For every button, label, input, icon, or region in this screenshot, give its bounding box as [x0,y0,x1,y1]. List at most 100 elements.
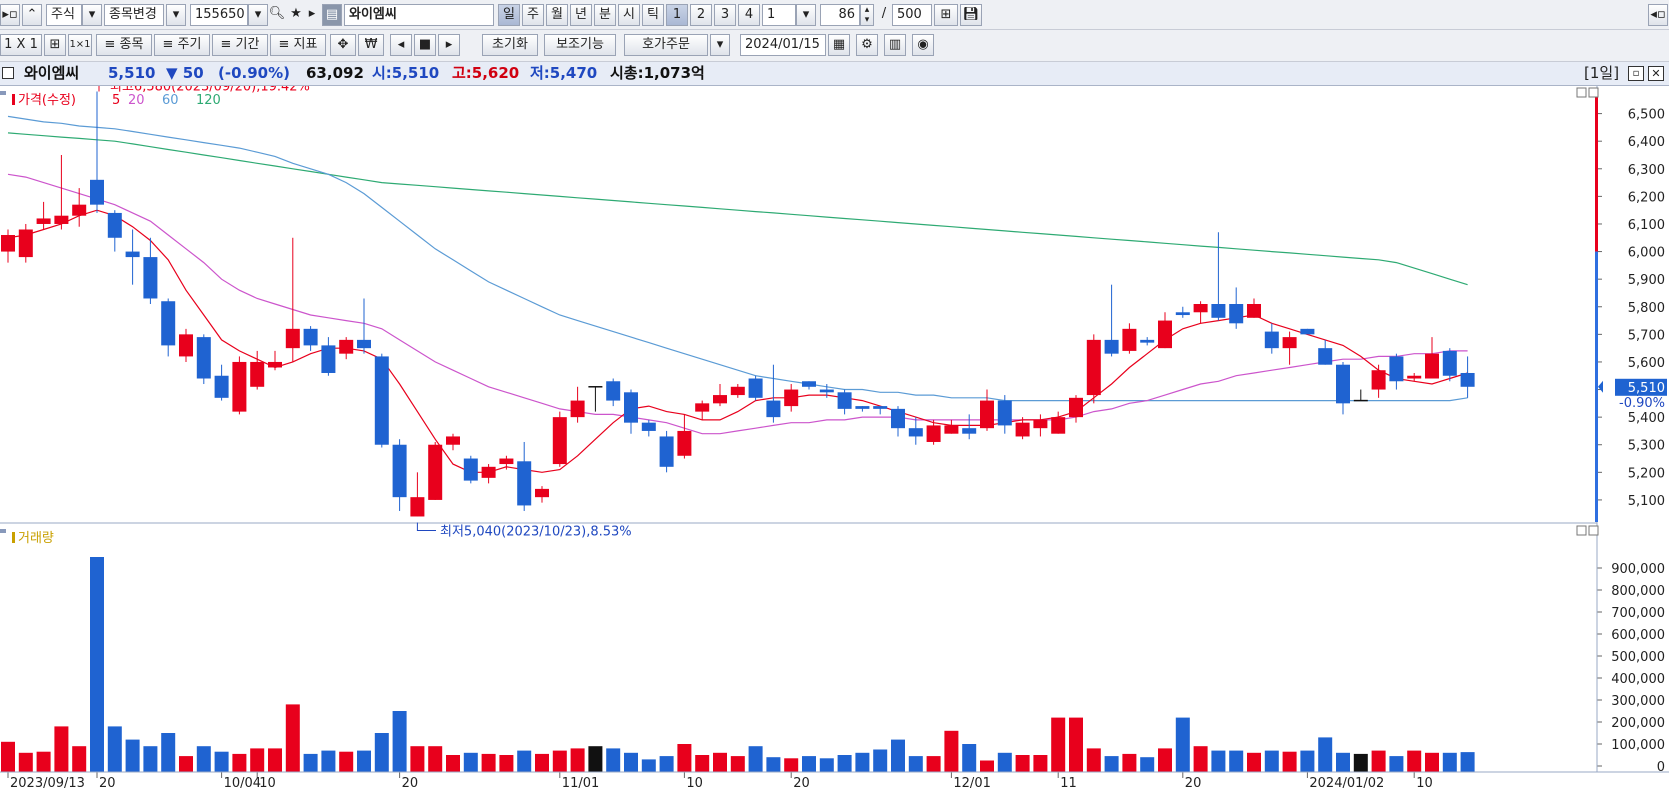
candle[interactable] [250,350,265,390]
grid-icon[interactable]: ⊞ [44,34,66,56]
preset-1-button[interactable]: 1 [666,4,688,26]
candle[interactable] [1211,232,1226,321]
move-icon[interactable]: ✥ [330,34,356,56]
candle[interactable] [428,441,443,500]
volume-bar[interactable] [357,750,371,772]
candle[interactable] [819,384,834,398]
candle[interactable] [1371,364,1386,398]
volume-bar[interactable] [606,748,621,772]
candle[interactable] [285,237,300,362]
volume-bar[interactable] [1300,750,1315,772]
volume-bar[interactable] [179,756,193,772]
volume-bar[interactable] [1407,750,1422,772]
candle[interactable] [374,353,389,448]
candle[interactable] [1122,323,1137,354]
volume-bar[interactable] [873,749,888,773]
candle[interactable] [1229,287,1244,329]
volume-bar[interactable] [1247,752,1261,772]
volume-bar[interactable] [339,751,354,772]
zoom-icon[interactable]: ◉ [912,34,934,56]
volume-bar[interactable] [268,748,282,772]
candle[interactable] [161,298,176,357]
star-icon[interactable]: ★ [290,6,302,21]
chart-settings-icon[interactable]: ▥ [884,34,906,56]
volume-bar[interactable] [1211,750,1226,772]
period-menu-button[interactable]: ≡ 주기 [154,34,210,56]
pane-maximize-icon[interactable] [1576,87,1587,98]
indicator-menu-button[interactable]: ≡ 지표 [270,34,326,56]
candle[interactable] [962,414,977,440]
volume-bar[interactable] [1122,753,1137,772]
candle[interactable] [1407,372,1422,382]
market-select[interactable]: 주식 [46,4,82,26]
candle[interactable] [1460,356,1475,398]
period-day-button[interactable]: 일 [498,4,520,26]
volume-bar[interactable] [285,704,300,772]
volume-bar[interactable] [250,748,265,772]
volume-bar[interactable] [926,756,941,772]
volume-bar[interactable] [1140,757,1155,772]
candle[interactable] [641,419,656,437]
candle[interactable] [837,389,852,415]
chevron-down-icon[interactable]: ▾ [166,4,186,26]
change-stock-select[interactable]: 종목변경 [104,4,164,26]
volume-bar[interactable] [1193,746,1208,772]
chevron-down-icon[interactable]: ▾ [710,34,730,56]
volume-bar[interactable] [1389,756,1404,772]
candle[interactable] [1015,417,1030,440]
candle[interactable] [143,237,158,304]
candle[interactable] [1300,328,1315,335]
candle[interactable] [232,356,247,415]
volume-bar[interactable] [624,752,638,772]
chevron-down-icon[interactable]: ▾ [796,4,816,26]
add-chart-icon[interactable]: ⊞ [934,4,958,26]
volume-bar[interactable] [1158,748,1172,772]
volume-bar[interactable] [891,739,905,772]
volume-bar[interactable] [837,755,852,772]
candle[interactable] [535,486,549,503]
volume-bar[interactable] [1229,750,1244,772]
volume-bar[interactable] [1264,750,1279,772]
volume-bar[interactable] [784,758,799,772]
volume-bar[interactable] [517,750,532,772]
preset-3-button[interactable]: 3 [714,4,736,26]
period-hour-button[interactable]: 시 [618,4,640,26]
candle[interactable] [107,210,122,252]
date-input[interactable]: 2024/01/15 [740,34,826,56]
candle[interactable] [677,414,692,459]
volume-bar[interactable] [730,756,745,772]
volume-bar[interactable] [374,733,389,772]
candle[interactable] [54,154,69,230]
candle[interactable] [855,406,870,412]
play-icon[interactable]: ▸ [308,6,316,21]
save-icon[interactable]: 💾︎ [960,4,982,26]
stock-code-input[interactable]: 155650 [190,4,248,26]
layout-button[interactable]: 1 X 1 [0,34,42,56]
volume-bar[interactable] [410,746,425,772]
candle[interactable] [588,386,603,412]
volume-bar[interactable] [214,751,229,772]
candle[interactable] [36,201,51,230]
volume-bar[interactable] [997,752,1012,772]
volume-bar[interactable] [446,755,460,772]
candle[interactable] [1353,389,1368,402]
period-tick-button[interactable]: 틱 [642,4,664,26]
candle[interactable] [1175,306,1190,318]
volume-bar[interactable] [695,755,710,772]
count-input[interactable]: 86 [820,4,860,26]
gear-icon[interactable]: ⚙ [856,34,878,56]
reset-button[interactable]: 초기화 [482,34,538,56]
candle[interactable] [802,381,816,390]
candle[interactable] [606,378,621,407]
candle[interactable] [748,375,763,401]
candle[interactable] [980,389,994,431]
volume-bar[interactable] [1051,717,1066,772]
candle[interactable] [1140,337,1155,346]
volume-bar[interactable] [552,750,567,772]
volume-bar[interactable] [143,746,158,772]
candle[interactable] [766,364,781,423]
candle[interactable] [357,298,371,354]
candle[interactable] [552,411,567,467]
volume-bar[interactable] [1,741,15,772]
candle[interactable] [784,384,799,412]
